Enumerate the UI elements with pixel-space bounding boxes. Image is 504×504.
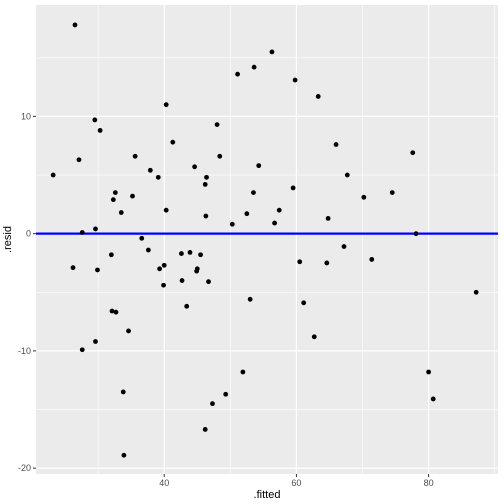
data-point [72,22,78,28]
data-point [297,259,303,265]
plot-panel [36,5,498,474]
data-point [194,266,200,272]
data-point [240,369,246,375]
x-tick-label: 60 [291,478,301,488]
data-point [426,369,432,375]
y-tick-label: -10 [18,346,31,356]
data-point [187,249,193,255]
data-point [290,185,296,191]
data-point [132,153,138,159]
data-point [202,427,208,432]
data-point [70,265,76,271]
data-point [214,122,220,127]
data-point [251,64,257,70]
data-point [256,163,262,169]
y-tick-label: -20 [18,463,31,473]
data-point [161,262,167,268]
data-point [93,226,98,232]
data-point [192,164,198,170]
data-point [139,235,145,241]
data-point [223,391,229,397]
y-axis-title: .resid [2,226,14,253]
data-point [235,71,240,77]
data-point [157,266,162,272]
data-point [344,172,350,178]
data-point [369,257,375,262]
data-point [93,339,98,344]
data-point [325,215,331,221]
minor-gridlines [36,5,498,474]
data-point [204,174,209,180]
data-point [473,289,479,295]
data-point [108,252,114,258]
data-point [126,328,131,334]
data-point [163,102,169,108]
data-point [79,230,85,235]
data-point [361,194,367,200]
data-point [92,117,98,123]
x-axis-ticks: 40 60 80 [159,474,434,488]
data-point [301,300,307,306]
x-tick-label: 80 [424,478,434,488]
x-tick-label: 40 [159,478,169,488]
data-point [217,153,223,159]
data-point [410,150,416,156]
data-point [147,167,153,173]
data-point [179,251,184,256]
y-tick-label: 10 [21,111,31,121]
data-point [79,347,85,353]
data-point [109,308,115,314]
data-point [161,282,166,288]
data-point [112,190,118,196]
data-point [413,231,419,237]
data-point [202,181,208,187]
data-point [247,296,253,302]
data-point [210,401,215,407]
data-point [145,247,151,253]
data-point [118,210,124,215]
data-point [50,172,56,178]
data-point [110,197,116,203]
data-point [170,139,176,145]
y-tick-label: 0 [26,229,31,239]
data-point [269,49,275,55]
data-point [229,221,235,227]
y-axis-ticks: -20 -10 0 10 [18,111,36,473]
data-point [76,157,82,163]
data-point [430,396,436,402]
data-point [113,309,119,315]
data-point [163,207,169,213]
data-point [203,213,209,219]
data-point [97,128,103,133]
data-point [315,94,321,99]
data-point [95,267,100,273]
data-point [244,211,250,217]
x-axis-title: .fitted [254,489,281,501]
data-point [389,190,395,196]
data-point [272,220,278,226]
data-point [179,278,185,283]
data-point [198,252,203,258]
data-point [333,142,339,147]
data-point [206,279,211,285]
data-point [311,334,317,340]
data-point [155,174,161,180]
data-point [324,260,330,266]
data-point [276,207,282,213]
data-point [292,77,298,83]
data-point [120,389,126,395]
data-point [130,193,135,199]
data-point [121,452,127,458]
data-point [341,244,347,249]
data-point [184,303,190,309]
data-point [251,190,256,196]
data-points [50,22,479,458]
